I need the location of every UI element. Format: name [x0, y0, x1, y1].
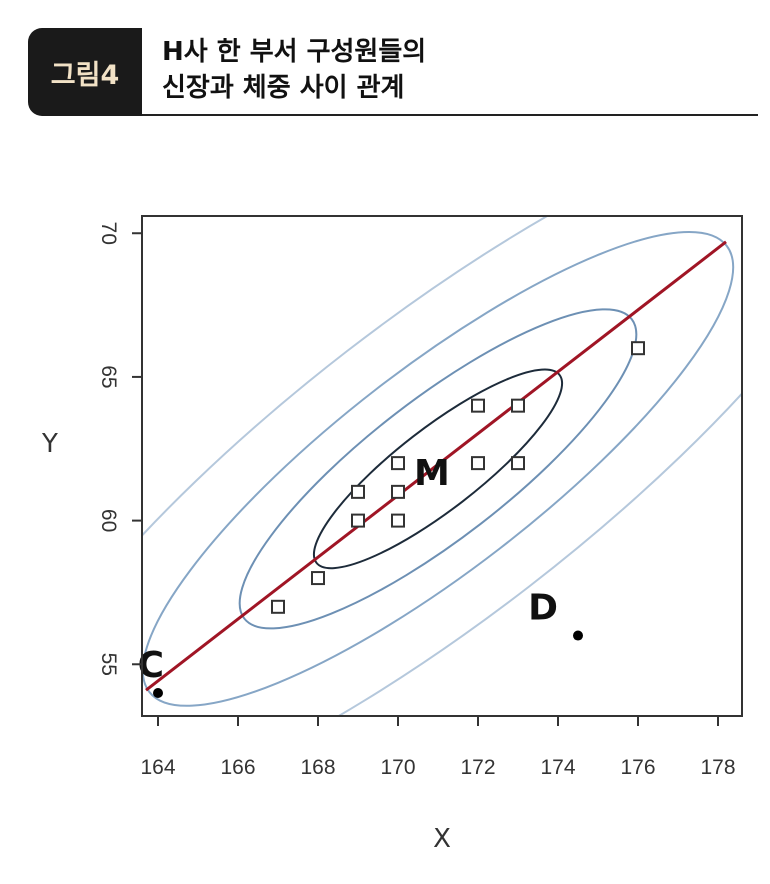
y-tick-label: 55 — [97, 653, 120, 676]
data-point — [631, 341, 645, 356]
data-point — [471, 456, 485, 471]
figure-badge: 그림4 — [28, 28, 142, 116]
x-tick-label: 164 — [140, 756, 175, 779]
x-tick-label: 178 — [700, 756, 735, 779]
ellipse-layer — [142, 216, 742, 716]
y-tick-label: 60 — [97, 509, 120, 532]
y-axis: 55 60 65 70 — [97, 222, 142, 676]
y-tick-label: 65 — [97, 365, 120, 388]
density-ellipse — [238, 308, 638, 630]
point-layer: CDM — [138, 341, 645, 699]
density-ellipse — [312, 368, 564, 570]
data-point — [311, 571, 325, 586]
x-tick-label: 168 — [300, 756, 335, 779]
data-point — [351, 484, 365, 499]
regression-layer — [145, 240, 727, 692]
data-point — [391, 484, 405, 499]
data-point — [511, 398, 525, 413]
plot-frame — [141, 215, 743, 717]
title-underline — [142, 114, 758, 116]
x-tick-label: 174 — [540, 756, 575, 779]
labeled-point-d — [573, 630, 583, 641]
density-ellipse — [142, 230, 735, 707]
density-ellipse — [142, 216, 742, 716]
data-point — [471, 398, 485, 413]
x-tick-label: 166 — [220, 756, 255, 779]
data-point — [511, 456, 525, 471]
x-tick-label: 170 — [380, 756, 415, 779]
y-tick-label: 70 — [97, 222, 120, 245]
x-tick-label: 176 — [620, 756, 655, 779]
figure-title-line-2: 신장과 체중 사이 관계 — [162, 73, 405, 103]
x-axis: 164 166 168 170 172 174 176 178 — [140, 716, 736, 779]
regression-line — [145, 240, 727, 692]
data-point — [391, 513, 405, 528]
figure-title-line-1: H사 한 부서 구성원들의 — [162, 37, 427, 67]
labeled-point-c — [153, 688, 163, 699]
y-axis-label: Y — [41, 429, 58, 459]
x-axis-label: X — [433, 824, 451, 854]
x-tick-label: 172 — [460, 756, 495, 779]
point-label-d: D — [528, 588, 558, 629]
data-point — [391, 456, 405, 471]
data-point — [271, 599, 285, 614]
center-label-m: M — [414, 453, 450, 494]
data-point — [351, 513, 365, 528]
figure-title: H사 한 부서 구성원들의 신장과 체중 사이 관계 — [162, 34, 426, 106]
